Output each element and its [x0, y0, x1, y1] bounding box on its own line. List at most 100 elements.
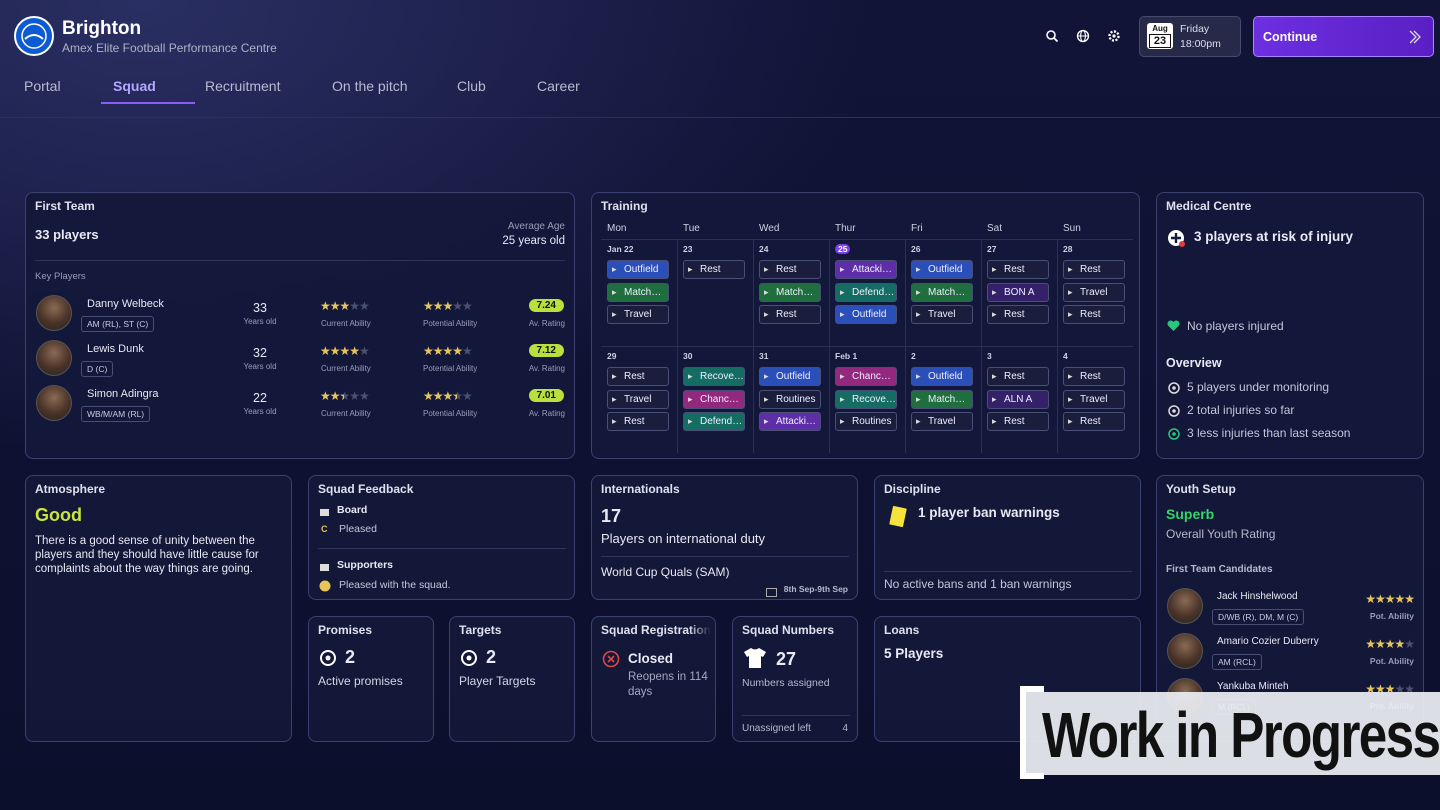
overview-title: Overview — [1166, 356, 1222, 370]
training-session[interactable]: Travel ▸ — [607, 389, 669, 409]
training-session[interactable]: Travel ▸ — [911, 305, 973, 324]
training-session[interactable]: Outfield ▸ — [607, 260, 669, 279]
session-icon: ▸ — [992, 416, 997, 426]
ability-label: Current Ability — [321, 409, 371, 418]
training-session[interactable]: Routines ▸ — [759, 389, 821, 409]
nav-tab[interactable]: Club — [457, 78, 486, 94]
continue-button[interactable]: Continue — [1253, 16, 1434, 57]
date-label: 26 — [911, 244, 921, 254]
key-players-label: Key Players — [35, 271, 86, 282]
star-fill: ★★★★★ — [423, 299, 453, 313]
training-session[interactable]: Rest ▸ — [987, 412, 1049, 431]
training-session[interactable]: Outfield ▸ — [911, 367, 973, 386]
star-fill: ★★★★★ — [320, 389, 344, 403]
language-button[interactable] — [1076, 29, 1090, 43]
international-label: Players on international duty — [601, 531, 766, 546]
panel-title: Discipline — [884, 482, 941, 496]
panel-title: Medical Centre — [1166, 199, 1252, 213]
training-session[interactable]: Routines ▸ — [835, 412, 897, 431]
training-session[interactable]: Rest ▸ — [759, 305, 821, 324]
training-session[interactable]: Outfield ▸ — [835, 305, 897, 324]
first-team-panel: First Team 33 players Average Age 25 years … — [25, 192, 575, 459]
training-session[interactable]: ALN A ▸ — [987, 389, 1049, 409]
session-icon: ▸ — [992, 264, 997, 274]
training-session[interactable]: Rest ▸ — [987, 305, 1049, 324]
training-session[interactable]: Outfield ▸ — [759, 367, 821, 386]
day-cell — [1057, 346, 1133, 453]
panel-title: Loans — [884, 623, 920, 637]
session-icon: ▸ — [840, 286, 845, 297]
training-session[interactable]: Travel ▸ — [1063, 389, 1125, 409]
club-logo — [14, 16, 54, 56]
training-session[interactable]: Match… ▸ — [911, 389, 973, 409]
training-session[interactable]: Recove… ▸ — [683, 367, 745, 386]
loans-text: 5 Players — [884, 646, 944, 661]
star-rating: ★★★★★★★★★★ — [423, 299, 473, 313]
training-session[interactable]: Rest ▸ — [1063, 367, 1125, 386]
club-subtitle: Amex Elite Football Performance Centre — [62, 41, 277, 55]
training-session[interactable]: Rest ▸ — [1063, 412, 1125, 431]
training-session[interactable]: Defend… ▸ — [683, 412, 745, 431]
search-button[interactable] — [1045, 29, 1059, 43]
training-session[interactable]: Recove… ▸ — [835, 389, 897, 409]
panel-title: Internationals — [601, 482, 680, 496]
rating-label: Av. Rating — [528, 364, 565, 373]
chevron-icon — [1407, 29, 1421, 50]
training-session[interactable]: Attacki… ▸ — [759, 412, 821, 431]
star-rating: ★★★★★★★★★★ — [1365, 637, 1415, 651]
nav-tab[interactable]: Portal — [24, 78, 61, 94]
smile-icon — [319, 579, 331, 597]
session-icon: ▸ — [1068, 416, 1073, 426]
training-session[interactable]: BON A ▸ — [987, 282, 1049, 302]
training-session[interactable]: Chanc… ▸ — [683, 389, 745, 409]
nav-tab[interactable]: Recruitment — [205, 78, 281, 94]
training-session[interactable]: Match… ▸ — [759, 282, 821, 302]
session-icon: ▸ — [764, 309, 769, 319]
training-session[interactable]: Outfield ▸ — [911, 260, 973, 279]
training-session[interactable]: Travel ▸ — [911, 412, 973, 431]
candidates-label: First Team Candidates — [1166, 564, 1273, 575]
registration-panel: Squad Registration Closed Reopens in 114 d… — [591, 616, 716, 742]
training-session[interactable]: Match… ▸ — [911, 282, 973, 302]
day-cell — [905, 346, 981, 453]
training-session[interactable]: Travel ▸ — [607, 305, 669, 324]
training-session[interactable]: Rest ▸ — [987, 260, 1049, 279]
training-session[interactable]: Rest ▸ — [987, 367, 1049, 386]
training-panel: Training Mon Tue Wed Thur Fri Sat Sun Jan 22 Outf… — [591, 192, 1140, 459]
training-session[interactable]: Rest ▸ — [759, 260, 821, 279]
nav-tab[interactable]: Squad — [113, 78, 156, 94]
training-session[interactable]: Rest ▸ — [1063, 305, 1125, 324]
player-rating: 7.01 — [528, 389, 564, 402]
training-session[interactable]: Chanc… ▸ — [835, 367, 897, 386]
training-session[interactable]: Rest ▸ — [607, 412, 669, 431]
date-day: 23 — [1149, 34, 1171, 48]
date-box[interactable]: Aug 23 Friday 18:00pm — [1139, 16, 1241, 57]
date-label: 2 — [911, 351, 916, 361]
calendar-small-icon — [766, 584, 777, 599]
age-label: Years old — [243, 407, 277, 416]
supporters-text: Pleased with the squad. — [339, 579, 451, 591]
nav-tab[interactable]: Career — [537, 78, 580, 94]
session-icon: ▸ — [916, 416, 921, 426]
day-cell — [829, 239, 905, 346]
star-fill: ★★★★★ — [423, 389, 457, 403]
player-avatar — [36, 340, 72, 376]
training-session[interactable]: Defend… ▸ — [835, 282, 897, 302]
training-session[interactable]: Match… ▸ — [607, 282, 669, 302]
training-session[interactable]: Rest ▸ — [1063, 260, 1125, 279]
training-session[interactable]: Travel ▸ — [1063, 282, 1125, 302]
training-session[interactable]: Rest ▸ — [683, 260, 745, 279]
session-icon: ▸ — [916, 309, 921, 319]
session-icon: ▸ — [840, 371, 845, 381]
nav-tab[interactable]: On the pitch — [332, 78, 408, 94]
settings-button[interactable] — [1107, 29, 1121, 43]
ability-label: Pot. Ability — [1369, 611, 1414, 621]
training-session[interactable]: Attacki… ▸ — [835, 260, 897, 279]
session-icon: ▸ — [1068, 393, 1073, 404]
day-cell — [753, 346, 829, 453]
session-icon: ▸ — [764, 264, 769, 274]
date-label: 3 — [987, 351, 992, 361]
training-session[interactable]: Rest ▸ — [607, 367, 669, 386]
panel-title: Training — [601, 199, 648, 213]
